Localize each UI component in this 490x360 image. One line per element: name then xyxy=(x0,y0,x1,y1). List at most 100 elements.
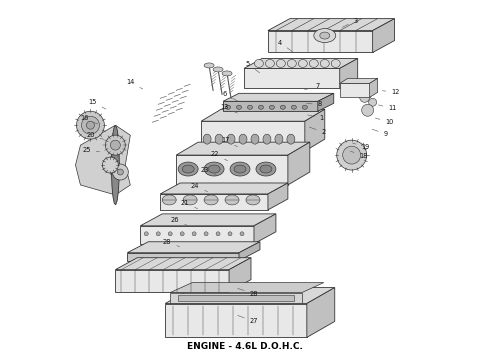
Ellipse shape xyxy=(320,59,329,67)
Polygon shape xyxy=(318,93,334,111)
Ellipse shape xyxy=(343,146,361,164)
Ellipse shape xyxy=(237,105,242,109)
Ellipse shape xyxy=(227,134,235,144)
Ellipse shape xyxy=(230,162,250,176)
Text: 3: 3 xyxy=(342,18,358,27)
Text: 16: 16 xyxy=(80,115,98,124)
Ellipse shape xyxy=(204,63,214,68)
Ellipse shape xyxy=(362,104,374,116)
Text: 6: 6 xyxy=(223,91,238,101)
Text: 8: 8 xyxy=(307,101,322,107)
Polygon shape xyxy=(369,78,378,97)
Ellipse shape xyxy=(320,32,330,39)
Ellipse shape xyxy=(247,105,252,109)
Ellipse shape xyxy=(275,134,283,144)
Ellipse shape xyxy=(309,59,318,67)
Polygon shape xyxy=(288,142,310,185)
Ellipse shape xyxy=(86,121,95,129)
Polygon shape xyxy=(340,58,358,88)
Polygon shape xyxy=(307,288,335,337)
Ellipse shape xyxy=(263,134,271,144)
Ellipse shape xyxy=(118,169,123,175)
Text: 28: 28 xyxy=(238,288,258,297)
Text: 20: 20 xyxy=(86,132,104,139)
Bar xyxy=(170,293,302,302)
Text: ENGINE - 4.6L D.O.H.C.: ENGINE - 4.6L D.O.H.C. xyxy=(187,342,303,351)
Ellipse shape xyxy=(216,232,220,236)
Text: 9: 9 xyxy=(372,129,388,137)
Text: 10: 10 xyxy=(375,118,394,125)
Ellipse shape xyxy=(254,59,264,67)
Bar xyxy=(176,155,288,185)
Text: 7: 7 xyxy=(305,84,320,90)
Ellipse shape xyxy=(280,105,285,109)
Bar xyxy=(165,303,307,337)
Ellipse shape xyxy=(270,105,274,109)
Bar xyxy=(340,84,369,97)
Ellipse shape xyxy=(225,105,230,109)
Ellipse shape xyxy=(234,165,246,173)
Ellipse shape xyxy=(110,140,121,150)
Polygon shape xyxy=(176,142,310,155)
Polygon shape xyxy=(239,242,260,261)
Polygon shape xyxy=(115,258,251,270)
Bar xyxy=(244,68,340,88)
Ellipse shape xyxy=(204,162,224,176)
Ellipse shape xyxy=(162,195,176,205)
Ellipse shape xyxy=(183,195,197,205)
Text: 27: 27 xyxy=(238,315,258,324)
Ellipse shape xyxy=(302,105,307,109)
Ellipse shape xyxy=(203,134,211,144)
Polygon shape xyxy=(268,19,394,31)
Ellipse shape xyxy=(337,140,367,170)
Ellipse shape xyxy=(251,134,259,144)
Polygon shape xyxy=(127,242,260,253)
Text: 12: 12 xyxy=(382,89,400,95)
Ellipse shape xyxy=(266,59,274,67)
Ellipse shape xyxy=(360,92,369,102)
Ellipse shape xyxy=(182,165,194,173)
Ellipse shape xyxy=(76,111,104,139)
Ellipse shape xyxy=(178,162,198,176)
Ellipse shape xyxy=(258,105,264,109)
Ellipse shape xyxy=(222,71,232,76)
Bar xyxy=(127,253,239,261)
Polygon shape xyxy=(170,283,324,293)
Polygon shape xyxy=(140,214,276,226)
Ellipse shape xyxy=(81,116,99,134)
Text: 11: 11 xyxy=(378,105,397,111)
Ellipse shape xyxy=(144,232,148,236)
Polygon shape xyxy=(254,214,276,244)
Ellipse shape xyxy=(256,162,276,176)
Ellipse shape xyxy=(102,157,119,173)
Ellipse shape xyxy=(204,195,218,205)
Ellipse shape xyxy=(260,165,272,173)
Ellipse shape xyxy=(240,232,244,236)
Text: 26: 26 xyxy=(171,217,188,226)
Text: 24: 24 xyxy=(191,183,208,192)
Ellipse shape xyxy=(228,232,232,236)
Text: 1: 1 xyxy=(308,115,324,121)
Ellipse shape xyxy=(287,134,295,144)
Polygon shape xyxy=(75,125,130,195)
Polygon shape xyxy=(111,125,120,205)
Ellipse shape xyxy=(208,165,220,173)
Text: 22: 22 xyxy=(211,151,227,161)
Ellipse shape xyxy=(314,28,336,42)
Polygon shape xyxy=(160,183,288,194)
Polygon shape xyxy=(340,78,378,84)
Ellipse shape xyxy=(156,232,160,236)
Polygon shape xyxy=(372,19,394,53)
Ellipse shape xyxy=(246,195,260,205)
Text: 17: 17 xyxy=(221,137,238,147)
Ellipse shape xyxy=(215,134,223,144)
Polygon shape xyxy=(201,109,325,121)
Text: 13: 13 xyxy=(220,104,238,113)
Polygon shape xyxy=(268,183,288,210)
Polygon shape xyxy=(244,58,358,68)
Text: 15: 15 xyxy=(88,99,106,109)
Text: 23: 23 xyxy=(201,167,218,176)
Text: 19: 19 xyxy=(352,143,370,150)
Ellipse shape xyxy=(368,98,377,106)
Ellipse shape xyxy=(292,105,296,109)
